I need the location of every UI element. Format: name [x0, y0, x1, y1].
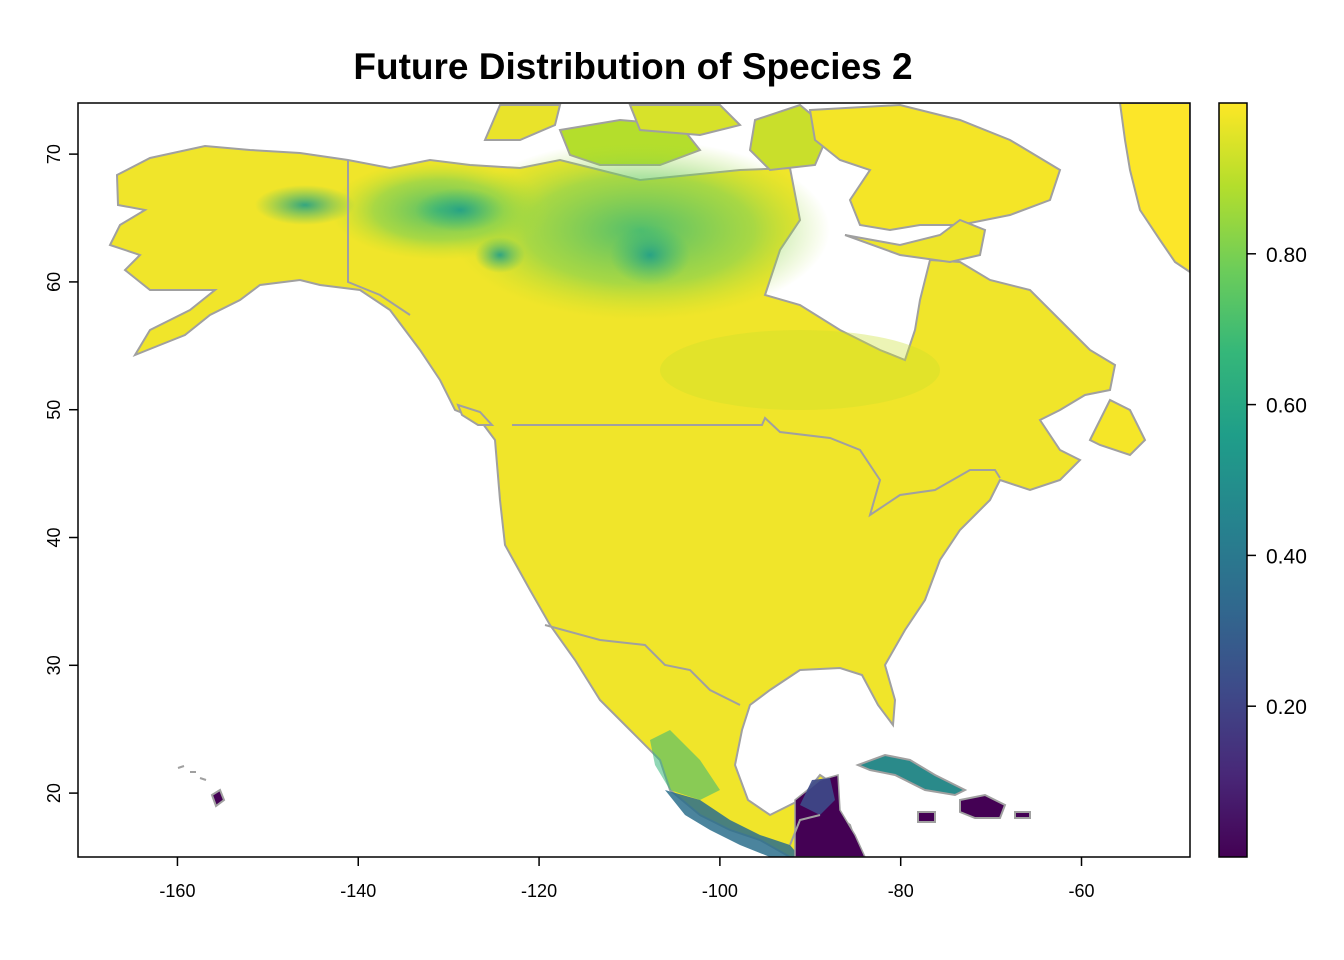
colorbar: 0.20 0.40 0.60 0.80: [1218, 102, 1307, 858]
colorbar-gradient: [1219, 103, 1247, 857]
colorbar-tick-label: 0.20: [1266, 696, 1307, 719]
y-tick-label: 60: [44, 272, 64, 292]
x-tick-label: -120: [521, 881, 557, 901]
arctic-island-1: [483, 104, 562, 141]
y-tick-label: 50: [44, 400, 64, 420]
hawaii-big-island: [210, 788, 226, 808]
prairie-lighter: [660, 330, 940, 410]
colorbar-tick-label: 0.80: [1266, 244, 1307, 267]
newfoundland-island: [1088, 398, 1147, 457]
y-tick-label: 70: [44, 144, 64, 164]
rocky-spot: [475, 237, 525, 273]
map-title: Future Distribution of Species 2: [353, 46, 913, 87]
puerto-rico-island: [1014, 811, 1031, 819]
colorbar-frame: [1218, 102, 1248, 858]
vancouver-island: [456, 403, 495, 426]
political-borders: [347, 160, 1001, 846]
jamaica-island: [917, 811, 936, 823]
yucatan-low: [800, 778, 835, 815]
x-tick-label: -60: [1069, 881, 1095, 901]
y-tick-label: 30: [44, 655, 64, 675]
baffin-island: [844, 218, 987, 264]
arctic-island-5: [808, 103, 1062, 232]
mexico-central-america-border: [789, 814, 821, 846]
plot-frame: [77, 102, 1191, 858]
land-layer: [108, 103, 1190, 857]
y-tick-label: 40: [44, 527, 64, 547]
x-axis: -160 -140 -120 -100 -80 -60: [159, 857, 1095, 901]
x-tick-label: -140: [340, 881, 376, 901]
sierra-madre-green: [650, 730, 720, 800]
y-axis: 20 30 40 50 60 70: [44, 144, 78, 803]
arctic-island-4: [748, 103, 832, 172]
x-tick-label: -100: [702, 881, 738, 901]
colorbar-tick-label: 0.40: [1266, 545, 1307, 568]
alaska-range-spot: [255, 185, 355, 225]
nunavut-spot: [610, 225, 690, 285]
colorbar-ticks: 0.20 0.40 0.60 0.80: [1247, 244, 1307, 719]
x-tick-label: -160: [159, 881, 195, 901]
hispaniola-island: [959, 793, 1007, 819]
arctic-island-3: [628, 104, 742, 137]
us-mexico-border: [544, 624, 741, 706]
colorbar-tick-label: 0.60: [1266, 395, 1307, 418]
y-tick-label: 20: [44, 783, 64, 803]
cuba-island: [855, 753, 968, 797]
greenland-landmass: [1118, 103, 1190, 274]
mackenzie-spot: [415, 188, 505, 232]
x-tick-label: -80: [888, 881, 914, 901]
hawaii-small-islands: [177, 765, 207, 781]
southern-mexico-low: [665, 790, 800, 857]
alaska-canada-border: [347, 160, 411, 316]
us-canada-border: [512, 416, 1001, 518]
